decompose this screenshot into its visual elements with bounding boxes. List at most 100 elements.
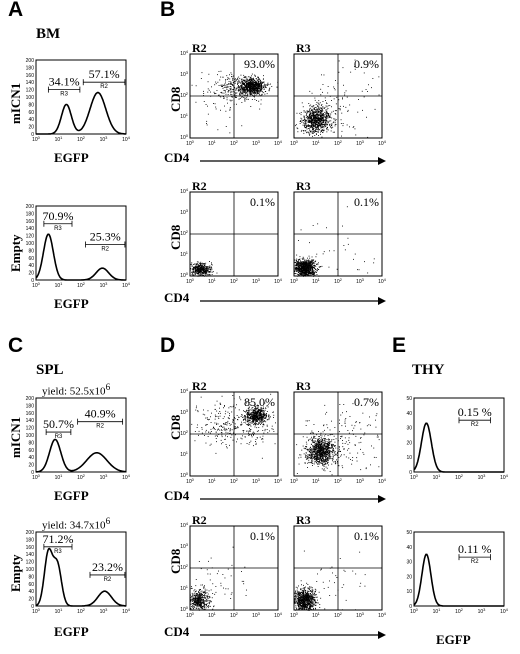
- x-tick-label: 100: [290, 277, 299, 285]
- y-tick-label: 20: [406, 440, 412, 446]
- x-tick-label: 101: [208, 611, 217, 619]
- x-tick-label: 100: [410, 607, 419, 615]
- x-tick-label: 101: [433, 473, 442, 481]
- x-tick-label: 101: [433, 607, 442, 615]
- histogram-curve: [35, 233, 126, 281]
- y-tick-label: 100: [26, 241, 35, 247]
- gate-name: R3: [60, 92, 68, 98]
- x-tick-label: 104: [274, 611, 283, 619]
- y-tick-label: 0: [31, 604, 34, 610]
- hist-xlabel-spl-empty: EGFP: [54, 624, 89, 639]
- region-label: R2: [192, 379, 207, 393]
- y-tick-label: 100: [180, 271, 189, 279]
- x-tick-label: 104: [274, 277, 283, 285]
- y-tick-label: 20: [28, 463, 34, 469]
- quadrant-percent: 93.0%: [244, 57, 275, 71]
- x-tick-label: 100: [32, 135, 41, 143]
- gate-name: R2: [101, 246, 109, 252]
- x-tick-label: 102: [230, 477, 239, 485]
- x-tick-label: 102: [230, 277, 239, 285]
- arrow-b-top: [200, 157, 386, 165]
- quadrant-percent: 0.1%: [250, 195, 275, 209]
- panel-letter-d: D: [160, 334, 176, 357]
- gate-name: R2: [471, 559, 479, 565]
- y-tick-label: 0: [409, 470, 412, 476]
- y-tick-label: 40: [28, 263, 34, 269]
- y-tick-label: 140: [26, 552, 35, 558]
- histogram-curve: [413, 553, 504, 607]
- x-tick-label: 100: [32, 473, 41, 481]
- scatter-events: [294, 550, 366, 611]
- x-tick-label: 102: [77, 607, 86, 615]
- panel-letter-e: E: [392, 334, 407, 357]
- x-tick-label: 101: [208, 139, 217, 147]
- y-tick-label: 120: [26, 234, 35, 240]
- dot-xlabel-d-bottom: CD4: [164, 624, 190, 639]
- x-tick-label: 104: [122, 607, 131, 615]
- y-tick-label: 102: [180, 229, 189, 237]
- y-tick-label: 100: [180, 605, 189, 613]
- x-tick-label: 101: [312, 477, 321, 485]
- tissue-label-spl: SPL: [36, 362, 64, 378]
- yield-spl-micn1: yield: 52.5x106: [42, 382, 111, 398]
- y-tick-label: 100: [180, 471, 189, 479]
- y-tick-label: 160: [26, 411, 35, 417]
- y-tick-label: 0: [31, 132, 34, 138]
- y-tick-label: 101: [180, 112, 189, 120]
- y-tick-label: 0: [31, 278, 34, 284]
- y-tick-label: 60: [28, 110, 34, 116]
- y-tick-label: 160: [26, 73, 35, 79]
- x-tick-label: 104: [378, 277, 387, 285]
- y-tick-label: 80: [28, 574, 34, 580]
- x-tick-label: 102: [77, 135, 86, 143]
- arrow-b-bottom: [200, 297, 386, 305]
- y-tick-label: 102: [180, 91, 189, 99]
- y-tick-label: 101: [180, 584, 189, 592]
- y-tick-label: 100: [26, 433, 35, 439]
- x-tick-label: 100: [186, 139, 195, 147]
- y-tick-label: 101: [180, 250, 189, 258]
- y-tick-label: 40: [28, 455, 34, 461]
- plot-frame: [35, 397, 127, 473]
- x-tick-label: 103: [252, 611, 261, 619]
- x-tick-label: 103: [252, 277, 261, 285]
- y-tick-label: 104: [180, 521, 189, 529]
- y-tick-label: 140: [26, 418, 35, 424]
- gate-name: R3: [55, 434, 63, 440]
- y-tick-label: 200: [26, 58, 35, 64]
- quadrant-percent: 0.7%: [354, 395, 379, 409]
- scatter-events: [296, 403, 380, 476]
- x-tick-label: 104: [122, 281, 131, 289]
- gate-name: R2: [100, 84, 108, 90]
- y-tick-label: 100: [26, 567, 35, 573]
- hist-xlabel-spl-micn1: EGFP: [54, 488, 89, 503]
- hist-xlabel-bm-empty: EGFP: [54, 296, 89, 311]
- gate-name: R3: [54, 226, 62, 232]
- quadrant-percent: 0.9%: [354, 57, 379, 71]
- x-tick-label: 103: [252, 477, 261, 485]
- y-tick-label: 30: [406, 560, 412, 566]
- scatter-events: [190, 261, 218, 277]
- region-label: R3: [296, 179, 311, 193]
- dotplot-bm-micn1-r3: R3 0.9% 100 101 102 103 104: [290, 41, 387, 147]
- x-tick-label: 101: [55, 607, 64, 615]
- y-tick-label: 120: [26, 426, 35, 432]
- y-tick-label: 80: [28, 440, 34, 446]
- histogram-thy-bottom: 0 10 20 30 40 50 100 101 102 103 104 R2 0.11 %: [406, 530, 508, 615]
- x-tick-label: 104: [378, 477, 387, 485]
- scatter-events: [295, 59, 380, 138]
- y-tick-label: 20: [28, 271, 34, 277]
- y-tick-label: 103: [180, 542, 189, 550]
- x-tick-label: 101: [55, 281, 64, 289]
- x-tick-label: 101: [55, 135, 64, 143]
- x-tick-label: 100: [290, 139, 299, 147]
- gate-percent: 0.15 %: [458, 405, 492, 419]
- x-tick-label: 101: [312, 277, 321, 285]
- dot-xlabel-b-bottom: CD4: [164, 290, 190, 305]
- y-tick-label: 50: [406, 396, 412, 402]
- y-tick-label: 104: [180, 387, 189, 395]
- x-tick-label: 104: [378, 139, 387, 147]
